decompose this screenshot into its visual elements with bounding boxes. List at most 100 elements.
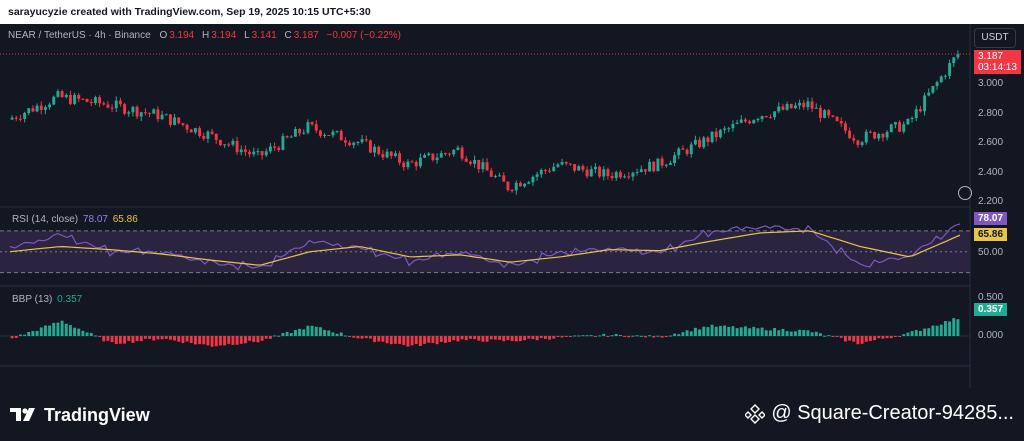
bbp-bar (48, 325, 52, 336)
bbp-bar (277, 335, 281, 337)
bbp-bar (843, 336, 847, 342)
bbp-bar (831, 336, 835, 337)
bbp-bar (273, 335, 277, 337)
bbp-bar (802, 329, 806, 336)
bbp-bar (473, 336, 477, 340)
brand-name: TradingView (44, 404, 150, 425)
candle-body (673, 155, 677, 164)
candle-body (406, 161, 410, 168)
candle-body (931, 85, 935, 93)
candle-body (473, 159, 477, 164)
bbp-bar (385, 336, 389, 344)
candle-body (581, 166, 585, 170)
bbp-bar (464, 336, 468, 341)
bbp-bar (885, 336, 889, 339)
bbp-bar (235, 336, 239, 345)
candle-body (348, 142, 352, 146)
bbp-bar (306, 325, 310, 336)
bbp-bar (318, 327, 322, 336)
bbp-bar (910, 331, 914, 336)
bbp-bar (535, 336, 539, 341)
bbp-bar (773, 327, 777, 336)
candle-body (293, 128, 297, 137)
candle-body (539, 169, 543, 175)
candle-body (52, 96, 56, 105)
bbp-bar (210, 336, 214, 347)
candle-body (881, 133, 885, 138)
rsi-tick-label: 50.00 (978, 247, 1004, 258)
bbp-bar (485, 336, 489, 342)
bbp-bar (60, 320, 64, 336)
candle-body (285, 136, 289, 138)
candle-body (531, 176, 535, 183)
candle-body (935, 82, 939, 86)
candle-body (381, 154, 385, 158)
bbp-bar (652, 336, 656, 338)
candle-body (648, 161, 652, 172)
bbp-bar (93, 335, 97, 337)
bbp-bar (948, 321, 952, 336)
candle-body (56, 91, 60, 97)
bbp-bar (760, 327, 764, 336)
candle-body (868, 131, 872, 133)
bbp-bar (873, 336, 877, 341)
bbp-bar (260, 336, 264, 341)
symbol-label[interactable]: NEAR / TetherUS · 4h · Binance (8, 30, 151, 41)
candle-body (668, 163, 672, 165)
bbp-bar (927, 328, 931, 336)
candle-body (443, 153, 447, 155)
rsi-legend: RSI (14, close) 78.07 65.86 (12, 214, 140, 225)
bbp-bar (214, 336, 218, 347)
bbp-label[interactable]: BBP (13) (12, 294, 53, 305)
candle-body (73, 94, 77, 104)
bbp-bar (443, 336, 447, 343)
bbp-bar (952, 318, 956, 336)
rsi-label[interactable]: RSI (14, close) (12, 214, 79, 225)
candle-body (231, 140, 235, 145)
bbp-bar (268, 336, 272, 339)
candle-body (523, 183, 527, 187)
candle-body (343, 140, 347, 143)
bbp-bar (381, 336, 385, 342)
candle-body (98, 97, 102, 104)
alert-icon[interactable] (958, 186, 972, 200)
bbp-bar (589, 335, 593, 337)
bbp-bar (668, 335, 672, 337)
candle-body (481, 162, 485, 170)
bbp-bar (577, 335, 581, 337)
candle-body (752, 120, 756, 124)
candle-body (927, 92, 931, 96)
candle-body (802, 102, 806, 108)
chart-canvas[interactable] (0, 24, 1024, 388)
candle-body (431, 153, 435, 161)
low-value: 3.141 (251, 30, 277, 41)
currency-button[interactable]: USDT (974, 28, 1016, 48)
candle-body (585, 169, 589, 177)
bbp-bar (323, 329, 327, 336)
bbp-bar (510, 336, 514, 341)
candle-body (731, 123, 735, 129)
candle-body (618, 172, 622, 178)
candle-body (823, 110, 827, 118)
bbp-bar (539, 336, 543, 339)
candle-body (85, 98, 89, 102)
bbp-bar (239, 336, 243, 344)
bbp-bar (723, 325, 727, 336)
candle-body (723, 128, 727, 130)
bbp-bar (573, 335, 577, 337)
bbp-bar (256, 336, 260, 343)
bbp-bar (956, 319, 960, 336)
bbp-bar (410, 336, 414, 346)
bbp-bar (77, 328, 81, 336)
bbp-bar (664, 336, 668, 337)
bbp-bar (110, 336, 114, 343)
candle-body (877, 133, 881, 139)
candle-body (360, 139, 364, 143)
candle-body (123, 104, 127, 114)
bbp-bar (448, 336, 452, 342)
bbp-bar (327, 330, 331, 336)
candle-body (914, 109, 918, 119)
bbp-legend: BBP (13) 0.357 (12, 294, 84, 305)
